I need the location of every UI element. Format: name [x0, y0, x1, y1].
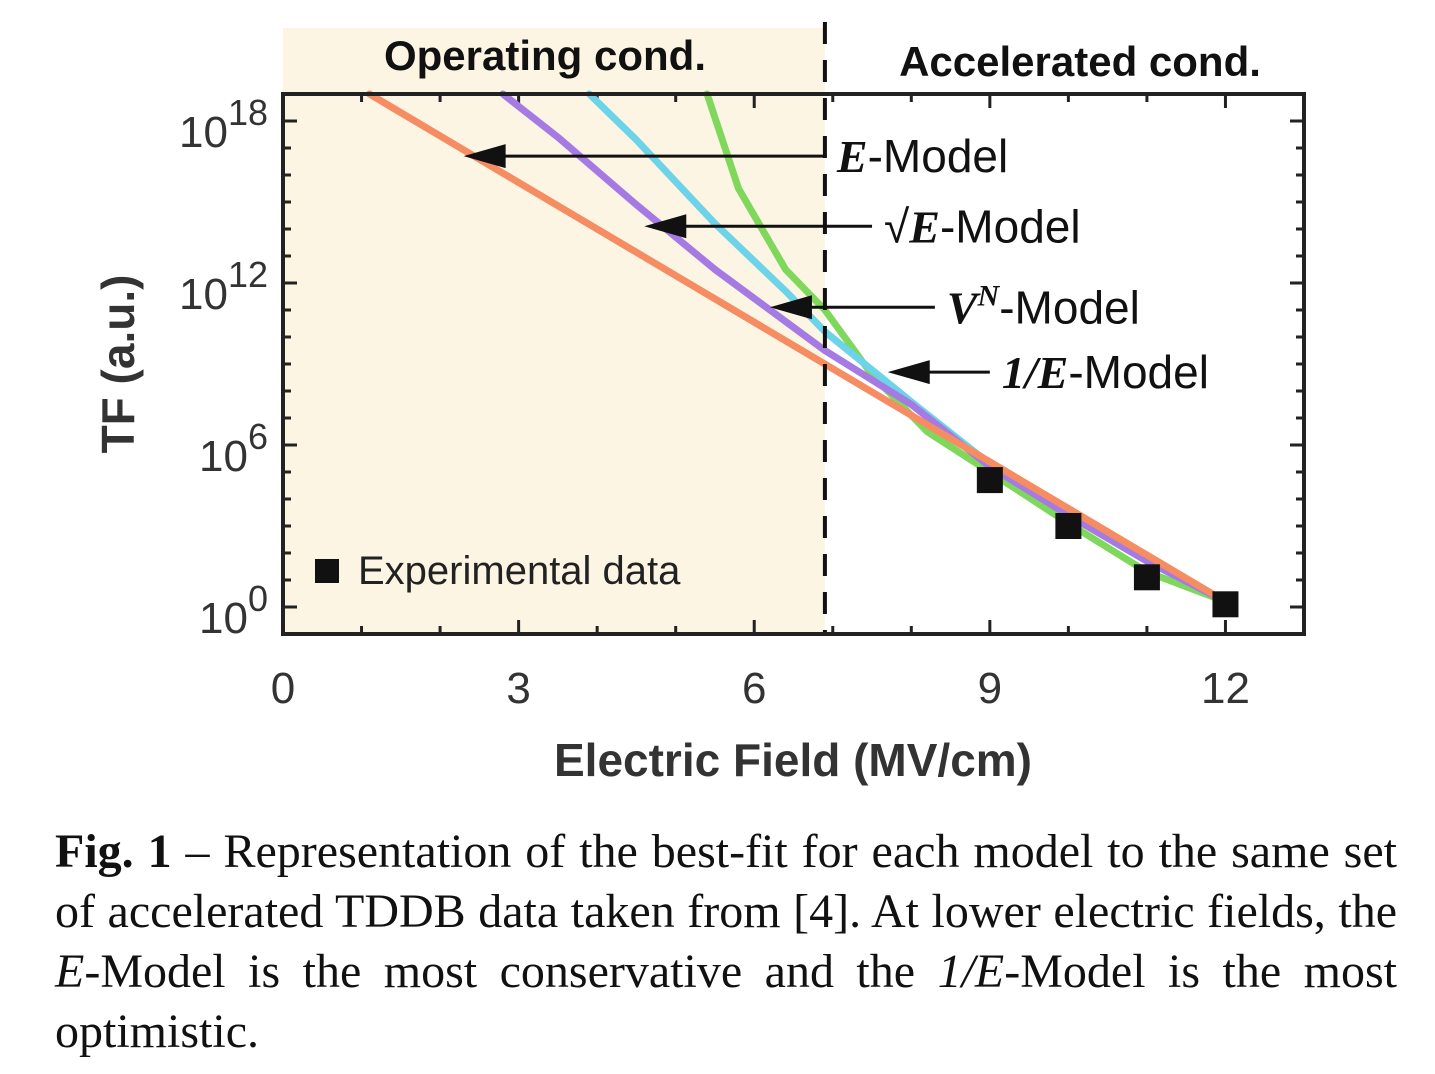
model-arrows [463, 144, 990, 385]
x-tick-label: 3 [506, 664, 530, 713]
series-line [365, 90, 1229, 606]
model-label-symbol: 1/E [1002, 347, 1068, 398]
x-tick-label: 9 [978, 664, 1002, 713]
y-tick-exponent: 18 [228, 92, 268, 133]
arrow-head [644, 214, 687, 239]
series-line [499, 90, 1229, 606]
y-axis-label: TF (a.u.) [92, 275, 144, 454]
y-tick-label: 106 [199, 416, 268, 481]
legend-label: Experimental data [358, 549, 681, 593]
plot-frame [281, 92, 1306, 636]
y-tick-exponent: 12 [228, 254, 268, 295]
x-axis-label: Electric Field (MV/cm) [554, 734, 1032, 786]
y-tick-base: 10 [199, 594, 248, 643]
caption-text-3: -Model is the most optimistic. [55, 945, 1398, 1058]
data-point [1133, 564, 1160, 591]
operating-region-label: Operating cond. [384, 32, 706, 79]
series-line [703, 90, 1229, 606]
arrow-head [887, 360, 930, 385]
y-tick-base: 10 [179, 108, 228, 157]
model-label: E-Model [836, 130, 1008, 182]
chart: Operating cond. Accelerated cond. 0 3 6 9 12… [92, 22, 1306, 786]
model-label-symbol: V [947, 282, 981, 333]
y-tick-label: 1018 [179, 92, 268, 157]
arrow-head [463, 144, 506, 169]
x-tick-label: 6 [742, 664, 766, 713]
series-layer [365, 90, 1229, 606]
y-tick-label: 100 [199, 578, 268, 643]
model-label: √E-Model [884, 200, 1081, 252]
y-tick-exponent: 0 [248, 578, 268, 619]
model-label-suffix: -Model [940, 200, 1081, 252]
operating-region [283, 28, 825, 634]
model-label-symbol: E [836, 131, 868, 182]
data-point [1212, 591, 1239, 618]
legend: Experimental data [315, 549, 681, 593]
caption-emphasis-e: E [55, 945, 85, 998]
x-tick-label: 0 [271, 664, 295, 713]
caption-text-1: Representation of the best-fit for each … [55, 825, 1398, 938]
model-label-suffix: -Model [868, 130, 1009, 182]
caption-text-2: -Model is the most conservative and the [84, 945, 938, 998]
data-point [976, 467, 1003, 494]
y-tick-exponent: 6 [248, 416, 268, 457]
accelerated-region-label: Accelerated cond. [899, 38, 1261, 85]
y-tick-base: 10 [179, 270, 228, 319]
model-label-prefix: √ [884, 200, 910, 252]
model-label-exponent: N [977, 279, 1001, 312]
arrow-head [769, 295, 812, 320]
caption-label: Fig. 1 [55, 825, 172, 878]
model-label-symbol: E [908, 201, 940, 252]
figure-caption: Fig. 1 – Representation of the best-fit … [55, 822, 1397, 1062]
x-tick-labels: 0 3 6 9 12 [271, 664, 1250, 713]
caption-emphasis-inv-e: 1/E [937, 945, 1005, 998]
x-tick-label: 12 [1201, 664, 1250, 713]
legend-marker [315, 559, 339, 583]
model-label-suffix: -Model [1068, 346, 1209, 398]
y-tick-label: 1012 [179, 254, 268, 319]
model-label: 1/E-Model [1002, 346, 1209, 398]
model-label: VN-Model [947, 279, 1140, 333]
axis-ticks [283, 94, 1304, 634]
caption-separator: – [171, 825, 224, 878]
data-point [1055, 513, 1082, 539]
y-tick-base: 10 [199, 432, 248, 481]
experimental-markers [976, 467, 1239, 618]
model-label-suffix: -Model [999, 281, 1140, 333]
